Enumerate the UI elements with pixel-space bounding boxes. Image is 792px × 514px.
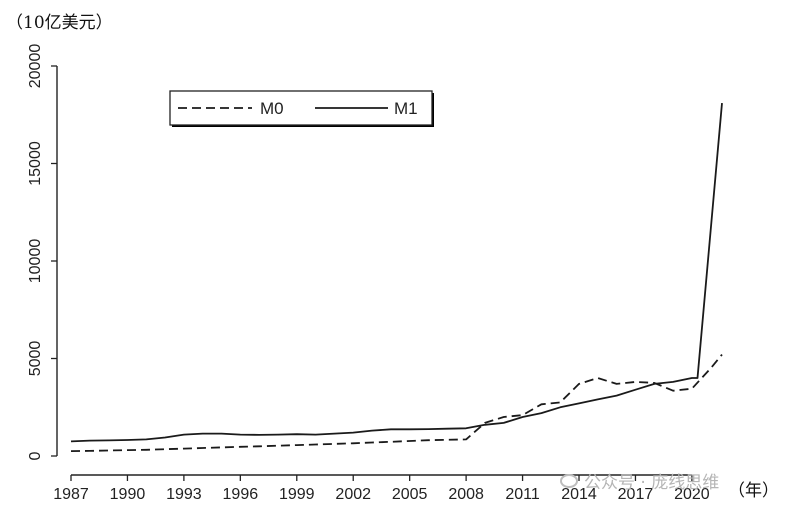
axes: 0 5000 10000 15000 20000 1987 1990 1993 1996 1999… (27, 44, 710, 503)
watermark-text: 公众号 · 庞线思维 (584, 473, 720, 493)
x-tick-label: 1993 (166, 486, 202, 503)
legend: M0 M1 (169, 90, 434, 127)
plot-area (70, 103, 723, 452)
x-tick-label: 2005 (392, 486, 428, 503)
watermark: 公众号 · 庞线思维 (560, 468, 719, 493)
x-tick-label: 2014 (561, 486, 597, 503)
y-tick-label: 20000 (27, 44, 44, 89)
y-tick-label: 0 (27, 451, 44, 460)
x-tick-label: 2002 (335, 486, 371, 503)
x-tick-label: 2017 (618, 486, 654, 503)
y-tick-label: 15000 (27, 141, 44, 186)
y-tick-label: 5000 (27, 341, 44, 377)
x-tick-label: 1990 (110, 486, 146, 503)
y-tick-label: 10000 (27, 239, 44, 284)
x-tick-label: 2020 (674, 486, 710, 503)
wechat-icon (560, 473, 578, 488)
series-line-m1 (70, 103, 723, 443)
x-tick-label: 2011 (505, 486, 540, 503)
series-line-m0 (70, 354, 723, 452)
y-unit-label: （10亿美元） (6, 13, 113, 33)
x-tick-label: 1999 (279, 486, 315, 503)
legend-label-m1: M1 (394, 99, 418, 118)
legend-label-m0: M0 (260, 99, 284, 118)
x-unit-label: （年） (728, 481, 779, 501)
x-tick-label: 2008 (448, 486, 484, 503)
x-tick-label: 1996 (223, 486, 259, 503)
x-tick-label: 1987 (53, 486, 89, 503)
